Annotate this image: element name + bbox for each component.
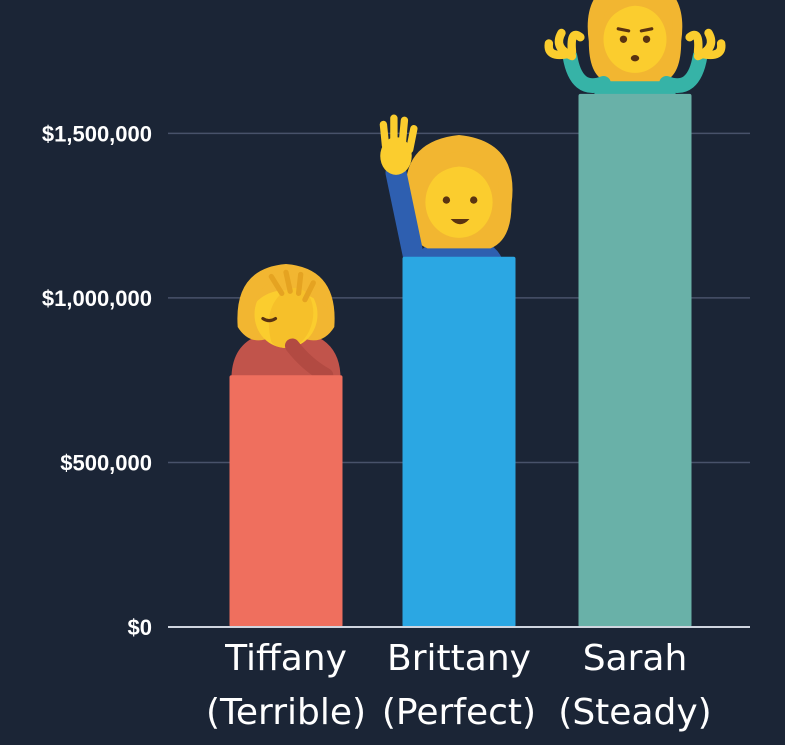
x-category-name: Brittany bbox=[387, 638, 531, 679]
x-category-subtitle: (Steady) bbox=[558, 692, 711, 733]
y-tick-label: $1,000,000 bbox=[42, 286, 152, 311]
y-tick-label: $500,000 bbox=[60, 450, 152, 475]
bar-sarah bbox=[578, 93, 692, 627]
x-category-subtitle: (Perfect) bbox=[382, 692, 536, 733]
raising-hand-icon bbox=[380, 118, 512, 276]
x-category-subtitle: (Terrible) bbox=[206, 692, 366, 733]
y-tick-label: $0 bbox=[128, 615, 152, 640]
bar-brittany bbox=[402, 256, 516, 627]
x-category-name: Sarah bbox=[583, 638, 688, 679]
x-category-name: Tiffany bbox=[224, 638, 347, 679]
facepalm-icon bbox=[231, 264, 340, 380]
y-tick-label: $1,500,000 bbox=[42, 121, 152, 146]
bar-tiffany bbox=[229, 375, 343, 627]
